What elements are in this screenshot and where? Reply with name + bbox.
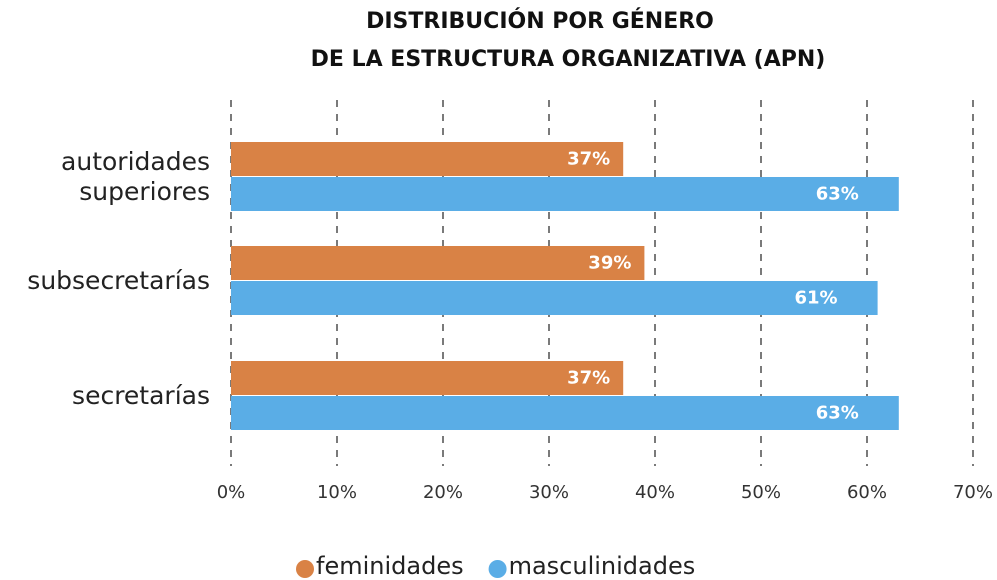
bar [231, 396, 899, 430]
value-label: 63% [816, 184, 859, 205]
bar [231, 281, 878, 315]
value-label: 61% [795, 288, 838, 309]
chart-title: DISTRIBUCIÓN POR GÉNERO [366, 8, 714, 34]
legend-label: masculinidades [509, 552, 696, 580]
x-tick-label: 30% [529, 482, 569, 503]
legend-marker [296, 560, 314, 578]
x-tick-label: 20% [423, 482, 463, 503]
value-label: 39% [588, 253, 631, 274]
category-label: subsecretarías [27, 266, 210, 295]
value-label: 37% [567, 368, 610, 389]
x-tick-label: 40% [635, 482, 675, 503]
x-tick-label: 60% [847, 482, 887, 503]
category-label: secretarías [72, 381, 210, 410]
bar [231, 246, 645, 280]
value-label: 37% [567, 149, 610, 170]
bar [231, 361, 624, 395]
bar [231, 142, 624, 176]
x-tick-label: 10% [317, 482, 357, 503]
legend-marker [488, 560, 507, 578]
bar [231, 177, 899, 211]
category-label: autoridades superiores [61, 147, 210, 206]
value-label: 63% [816, 403, 859, 424]
x-tick-label: 0% [217, 482, 246, 503]
x-tick-label: 70% [953, 482, 993, 503]
legend-label: feminidades [316, 552, 464, 580]
x-tick-label: 50% [741, 482, 781, 503]
chart-title: DE LA ESTRUCTURA ORGANIZATIVA (APN) [311, 47, 826, 72]
